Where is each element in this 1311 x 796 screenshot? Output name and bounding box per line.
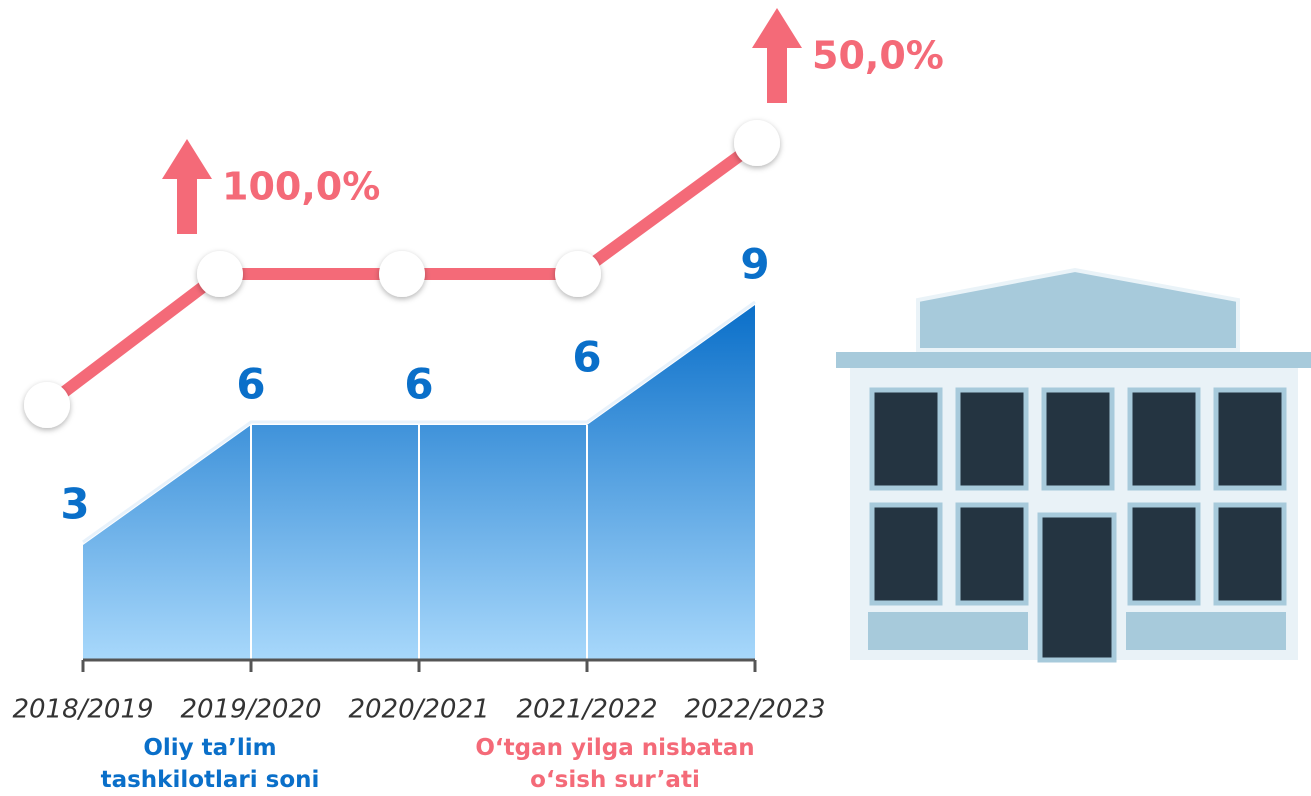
legend-label: Oliy ta’lim tashkilotlari soni — [100, 735, 320, 793]
value-label: 6 — [404, 360, 433, 409]
growth-arrow — [162, 139, 212, 234]
legend-label: O‘tgan yilga nisbatan o‘sish sur’ati — [475, 735, 755, 793]
growth-point — [379, 251, 425, 297]
x-tick-label: 2019/2020 — [180, 695, 321, 725]
building-icon — [836, 267, 1311, 663]
x-tick-label: 2018/2019 — [12, 695, 153, 725]
x-tick-label: 2021/2022 — [516, 695, 657, 725]
growth-label: 50,0% — [812, 34, 944, 78]
growth-point — [24, 382, 70, 428]
x-tick-label: 2020/2021 — [348, 695, 489, 725]
growth-point — [555, 251, 601, 297]
x-tick-label: 2022/2023 — [684, 695, 825, 725]
growth-label: 100,0% — [222, 165, 380, 209]
value-label: 9 — [740, 240, 769, 289]
growth-point — [734, 120, 780, 166]
area-edge — [82, 300, 756, 544]
value-label: 6 — [572, 333, 601, 382]
value-label: 3 — [60, 480, 89, 529]
value-label: 6 — [236, 360, 265, 409]
growth-arrow — [752, 8, 802, 103]
growth-point — [197, 251, 243, 297]
